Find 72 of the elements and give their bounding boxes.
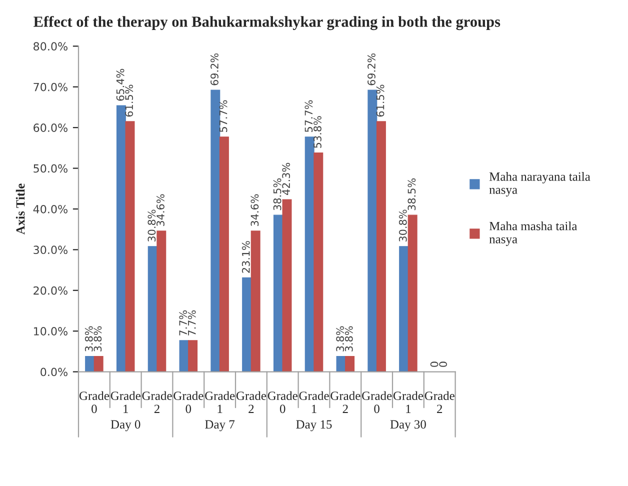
- bar: [304, 136, 314, 372]
- data-label: 30.8%: [148, 210, 156, 242]
- data-label: 3.8%: [84, 326, 93, 352]
- x-tick-label: Grade 1: [110, 391, 140, 413]
- data-label: 0: [439, 362, 448, 367]
- text: Day 15: [296, 420, 332, 432]
- x-tick-label: Grade 2: [236, 391, 266, 413]
- data-label: 34.6%: [250, 194, 259, 226]
- text: Day 0: [110, 420, 140, 432]
- data-label: 38.5%: [408, 178, 416, 210]
- y-axis-title: Axis Title: [16, 184, 25, 235]
- bar: [219, 136, 229, 372]
- data-label: 65.4%: [116, 68, 124, 101]
- bar: [94, 356, 104, 372]
- y-tick-label: 80.0%: [34, 42, 68, 51]
- data-label: 7.7%: [179, 310, 188, 336]
- x-tick-label: Grade 0: [268, 391, 298, 414]
- data-label: 23.1%: [242, 241, 250, 273]
- x-tick-label: Grade 0: [174, 391, 204, 414]
- data-label: 7.7%: [188, 310, 196, 336]
- x-tick-label: Grade 1: [205, 391, 235, 413]
- y-tick-label: 10.0%: [34, 327, 68, 336]
- bar: [116, 105, 126, 372]
- bar: [399, 246, 409, 372]
- legend-label: Maha masha taila nasya: [489, 222, 578, 246]
- y-tick-label: 20.0%: [34, 286, 68, 295]
- data-label: 3.8%: [94, 326, 102, 352]
- bar: [314, 152, 324, 372]
- bar: [188, 340, 198, 372]
- y-tick-label: 60.0%: [34, 124, 68, 132]
- x-tick-label: Grade 2: [330, 391, 360, 413]
- data-label: 53.8%: [314, 116, 322, 148]
- y-tick-label: 70.0%: [34, 82, 68, 92]
- data-label: 69.2%: [368, 53, 376, 86]
- chart-title: Effect of the therapy on Bahukarmakshykar grading in both the groups: [34, 16, 500, 30]
- data-label: 42.3%: [282, 162, 290, 195]
- data-label: 57.7%: [304, 100, 313, 132]
- x-tick-label: Grade 0: [362, 391, 392, 414]
- data-label: 69.2%: [210, 53, 218, 86]
- y-tick-label: 30.0%: [34, 246, 68, 254]
- x-tick-label: Grade 1: [393, 391, 424, 413]
- bar: [85, 356, 95, 372]
- bar: [282, 199, 292, 372]
- data-label: 34.6%: [156, 194, 164, 226]
- bar: [250, 230, 260, 372]
- bar: [408, 214, 418, 372]
- data-label: 3.8%: [344, 326, 353, 352]
- x-tick-label: Grade 0: [79, 391, 110, 414]
- data-label: 61.5%: [376, 84, 384, 117]
- data-label: 57.7%: [219, 100, 228, 132]
- bar: [345, 356, 355, 372]
- data-label: 0: [430, 362, 438, 367]
- x-tick-label: Grade 2: [424, 391, 454, 413]
- data-label: 38.5%: [273, 178, 282, 210]
- bar: [210, 90, 220, 372]
- x-tick-label: Grade 2: [142, 391, 172, 413]
- y-tick-label: 40.0%: [33, 204, 68, 214]
- text: Day 7: [205, 420, 235, 432]
- bar: [368, 90, 378, 372]
- data-label: 30.8%: [398, 210, 407, 242]
- x-tick-label: Grade 1: [299, 391, 329, 413]
- y-tick-label: 0.0%: [40, 368, 68, 376]
- bar: [242, 277, 252, 372]
- text: Day 30: [390, 420, 426, 432]
- data-label: 3.8%: [336, 326, 344, 352]
- y-tick-label: 50.0%: [34, 164, 68, 173]
- bar: [156, 230, 166, 372]
- data-label: 61.5%: [125, 84, 134, 117]
- bar: [125, 121, 135, 372]
- legend-label: Maha narayana taila nasya: [489, 172, 590, 196]
- bar: [273, 214, 283, 372]
- bar: [376, 121, 386, 372]
